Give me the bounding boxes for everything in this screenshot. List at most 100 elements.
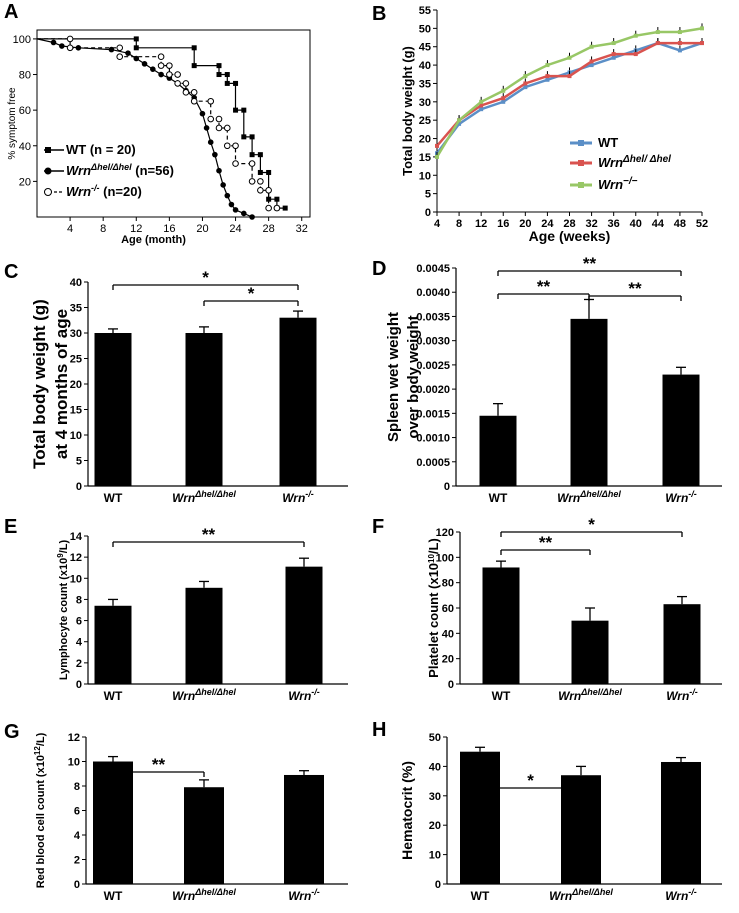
category-label-ko: Wrn-/-: [282, 489, 314, 505]
panel-label-e: E: [4, 516, 17, 538]
sig-label: *: [202, 268, 209, 287]
data-point: [501, 96, 506, 101]
data-point-square: [233, 107, 239, 113]
category-sup: Δhel/Δhel: [580, 687, 622, 697]
category-base: Wrn: [665, 491, 688, 505]
y-axis-label-sup: 10: [427, 554, 436, 563]
data-point-open-circle: [223, 124, 231, 132]
data-point-circle: [232, 207, 239, 213]
sig-label: **: [539, 533, 553, 552]
y-axis-label: Total body weight (g): [400, 46, 415, 176]
data-point: [523, 81, 528, 86]
data-point-circle: [203, 125, 210, 131]
data-point: [479, 103, 484, 108]
legend-sup: -/-: [91, 183, 100, 193]
legend-marker-open-circle: [44, 188, 52, 196]
data-point-circle: [224, 192, 231, 199]
category-base: Wrn: [288, 889, 311, 903]
data-point-circle: [216, 167, 222, 174]
y-axis-label: Red blood cell count (x1012/L): [33, 732, 48, 888]
data-point: [655, 30, 660, 35]
y-axis-label-line2: at 4 months of age: [52, 309, 71, 459]
data-point-square: [282, 205, 288, 211]
data-point-circle: [228, 201, 235, 208]
legend-text: Wrn: [598, 155, 623, 170]
legend-sup: Δhel/ Δhel: [622, 154, 671, 165]
sig-label: **: [628, 279, 642, 298]
y-tick-label: 10: [70, 430, 82, 442]
y-tick-label: 40: [429, 761, 441, 773]
data-point: [435, 154, 439, 159]
category-base: Wrn: [665, 889, 688, 903]
y-tick-label: 0: [448, 679, 454, 691]
y-tick-label: 12: [70, 552, 82, 564]
legend-marker: [578, 160, 584, 166]
x-tick-label: 8: [100, 223, 106, 235]
category-label-wt: WT: [104, 889, 123, 903]
bar-0: [479, 415, 517, 486]
y-tick-label: 5: [76, 456, 82, 468]
data-point-square: [191, 63, 197, 69]
y-tick-label: 0.0040: [416, 287, 450, 299]
category-sup: Δhel/Δhel: [194, 687, 236, 697]
y-axis-label-line2: over body weight: [405, 315, 422, 438]
data-point-square: [266, 196, 272, 202]
data-point-open-circle: [223, 142, 231, 150]
data-point-square: [257, 152, 263, 158]
y-tick-label: 10: [429, 850, 441, 862]
data-point-open-circle: [232, 142, 239, 150]
bar-2: [663, 604, 701, 684]
data-point-square: [257, 169, 263, 175]
y-tick-label: 80: [19, 70, 31, 82]
x-tick-label: 28: [563, 218, 575, 230]
category-base: Wrn: [288, 689, 311, 703]
bar-2: [661, 761, 701, 884]
x-tick-label: 8: [456, 218, 462, 230]
data-point-open-circle: [182, 89, 190, 96]
data-point-square: [191, 45, 197, 51]
category-label-wt: WT: [489, 491, 508, 505]
category-label-hel: WrnΔhel/Δhel: [557, 489, 621, 505]
y-tick-label: 5: [425, 189, 431, 201]
category-label-hel: WrnΔhel/Δhel: [558, 687, 622, 703]
bar-0: [482, 567, 520, 684]
y-tick-label: 4: [76, 637, 83, 649]
y-tick-label: 100: [436, 552, 454, 564]
data-point-square: [249, 134, 255, 140]
data-point-open-circle: [273, 204, 281, 212]
category-label-ko: Wrn-/-: [288, 887, 320, 903]
category-label-ko: Wrn-/-: [665, 489, 697, 505]
data-point-square: [249, 152, 255, 158]
bar-1: [571, 620, 609, 684]
data-point-circle: [50, 39, 57, 46]
data-point: [523, 85, 528, 90]
y-tick-label: 25: [70, 354, 82, 366]
data-point-open-circle: [174, 71, 181, 78]
y-tick-label: 60: [19, 105, 31, 117]
panel-label-b: B: [372, 3, 386, 25]
y-tick-label: 0.0015: [416, 408, 450, 420]
x-tick-label: 20: [519, 218, 531, 230]
y-axis-label-pre: Red blood cell count (x10: [35, 755, 47, 888]
x-tick-label: 36: [608, 218, 620, 230]
data-point: [479, 99, 484, 104]
category-label-wt: WT: [492, 689, 511, 703]
y-tick-label: 0: [76, 679, 82, 691]
y-tick-label: 35: [419, 78, 431, 90]
panel-d: D 0 0.0005 0.0010 0.0015 0.0020 0.0025 0.0030 0.…: [372, 254, 722, 505]
category-base: Wrn: [172, 689, 195, 703]
sig-label: **: [152, 755, 166, 774]
legend-italic: Wrn: [66, 163, 91, 178]
category-label-wt: WT: [471, 889, 490, 903]
data-point: [611, 52, 616, 57]
category-sup: -/-: [311, 687, 320, 697]
y-tick-label: 40: [70, 277, 82, 289]
x-tick-label: 44: [652, 218, 665, 230]
y-tick-label: 10: [68, 757, 80, 769]
series-line-2: [435, 27, 703, 158]
y-tick-label: 15: [419, 152, 431, 164]
data-point-square: [241, 134, 247, 140]
data-point-open-circle: [207, 115, 215, 123]
